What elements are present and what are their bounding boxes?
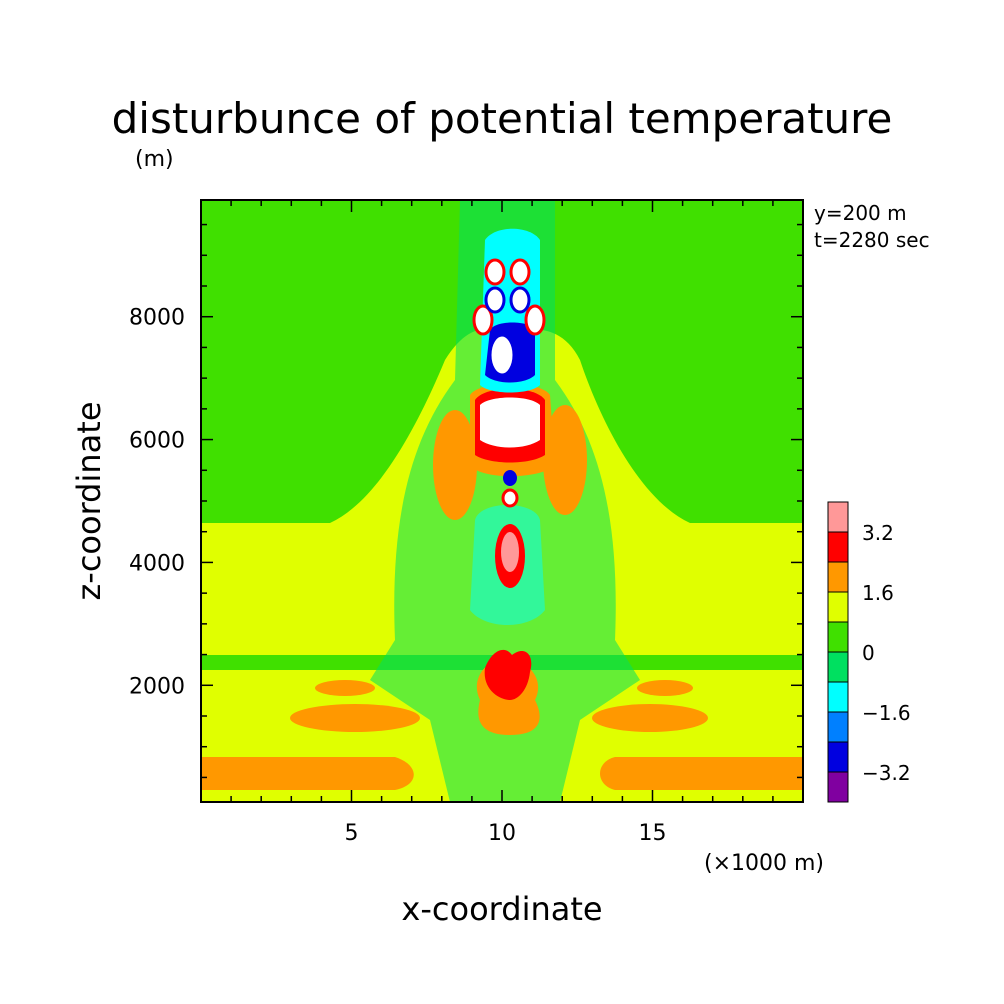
y-tick-label: 4000 bbox=[129, 551, 185, 576]
warm-cell bbox=[524, 304, 546, 336]
x-axis-label: x-coordinate bbox=[401, 890, 602, 928]
cold-cell bbox=[488, 333, 516, 377]
colorbar-bin bbox=[827, 651, 849, 683]
warm-lens bbox=[637, 680, 693, 696]
colorbar-bin bbox=[827, 771, 849, 803]
axis-ticks: 5 10 15 2000 4000 6000 8000 bbox=[129, 200, 803, 846]
warm-flank bbox=[433, 410, 477, 520]
warm-cell bbox=[509, 286, 531, 314]
x-tick-label: 10 bbox=[488, 821, 516, 846]
chart-title: disturbunce of potential temperature bbox=[112, 94, 893, 143]
warm-cell bbox=[472, 304, 494, 336]
cold-cell bbox=[503, 470, 517, 486]
colorbar-bin bbox=[827, 681, 849, 713]
x-unit-label: (×1000 m) bbox=[704, 851, 824, 876]
contour-plot: 5 10 15 2000 4000 6000 8000 bbox=[129, 199, 804, 846]
hot-head-core bbox=[480, 397, 540, 448]
warm-flank bbox=[543, 405, 587, 515]
warm-cell bbox=[484, 258, 506, 286]
colorbar-label: 1.6 bbox=[862, 581, 894, 605]
warm-lens bbox=[592, 704, 708, 732]
colorbar-bin bbox=[827, 531, 849, 563]
hot-blob-mid bbox=[501, 532, 519, 572]
y-tick-label: 6000 bbox=[129, 429, 185, 454]
colorbar-bin bbox=[827, 561, 849, 593]
hot-core-low bbox=[484, 649, 532, 700]
colorbar: −3.2 −1.6 0 1.6 3.2 bbox=[827, 501, 911, 803]
annotation-y: y=200 m bbox=[814, 201, 907, 225]
warm-cell bbox=[501, 488, 519, 508]
warm-band-left bbox=[201, 757, 414, 790]
colorbar-bin bbox=[827, 501, 849, 533]
warm-cell bbox=[484, 286, 506, 314]
y-tick-label: 2000 bbox=[129, 674, 185, 699]
warm-lens bbox=[315, 680, 375, 696]
colorbar-label: 3.2 bbox=[862, 521, 894, 545]
y-axis-label: z-coordinate bbox=[70, 401, 108, 600]
colorbar-label: −1.6 bbox=[862, 701, 911, 725]
colorbar-bin bbox=[827, 711, 849, 743]
colorbar-bin bbox=[827, 591, 849, 623]
annotation-t: t=2280 sec bbox=[814, 228, 930, 252]
warm-cell bbox=[509, 258, 531, 286]
x-tick-label: 5 bbox=[345, 821, 359, 846]
contour-field bbox=[201, 200, 803, 802]
colorbar-bin bbox=[827, 621, 849, 653]
warm-band-right bbox=[600, 757, 803, 790]
x-tick-label: 15 bbox=[639, 821, 667, 846]
title-unit: (m) bbox=[135, 147, 174, 172]
colorbar-label: −3.2 bbox=[862, 761, 911, 785]
colorbar-bin bbox=[827, 741, 849, 773]
colorbar-label: 0 bbox=[862, 641, 875, 665]
warm-lens bbox=[290, 704, 420, 732]
y-tick-label: 8000 bbox=[129, 306, 185, 331]
